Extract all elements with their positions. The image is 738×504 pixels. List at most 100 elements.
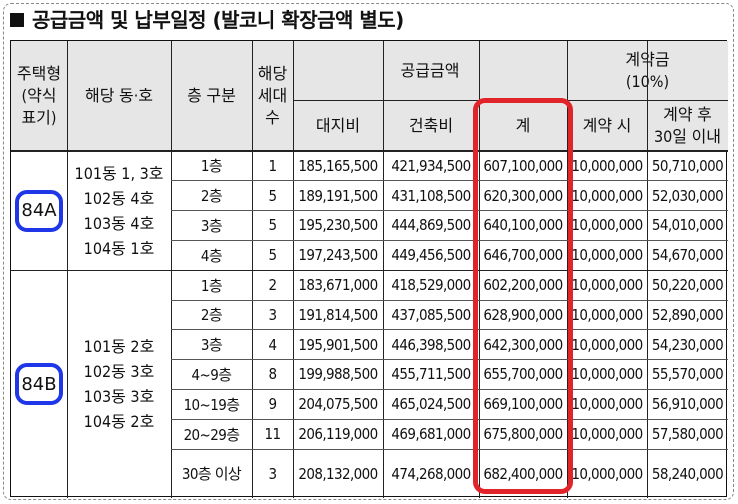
after-30-days-cell: 58,240,000	[651, 464, 724, 483]
contract-payment-cell: 10,000,000	[571, 276, 643, 295]
floor-cell: 2층	[200, 187, 223, 206]
row-divider	[171, 329, 728, 331]
land-cost-cell: 197,243,500	[298, 246, 378, 265]
column-divider	[170, 41, 172, 498]
building-cost-cell: 446,398,500	[391, 335, 471, 354]
building-cost-cell: 437,085,500	[391, 305, 471, 324]
header-households: 해당 세대수	[252, 41, 293, 151]
title-text: 공급금액 및 납부일정 (발코니 확장금액 별도)	[32, 8, 404, 32]
land-cost-cell: 195,901,500	[298, 335, 378, 354]
column-divider	[292, 41, 294, 498]
header-bottom-rule	[11, 150, 728, 152]
contract-payment-cell: 10,000,000	[571, 156, 643, 175]
households-cell: 1	[268, 156, 278, 175]
contract-payment-cell: 10,000,000	[571, 216, 643, 235]
contract-payment-cell: 10,000,000	[571, 365, 643, 384]
households-cell: 2	[268, 276, 278, 295]
total-cell: 669,100,000	[483, 395, 563, 414]
unit-numbers-cell: 101동 2호 102동 3호 103동 3호 104동 2호	[83, 337, 155, 432]
contract-payment-cell: 10,000,000	[571, 246, 643, 265]
land-cost-cell: 195,230,500	[298, 216, 378, 235]
unit-numbers-cell: 101동 1, 3호 102동 4호 103동 4호 104동 1호	[74, 163, 164, 258]
total-cell: 602,200,000	[483, 276, 563, 295]
group-divider	[11, 269, 728, 272]
after-30-days-cell: 57,580,000	[651, 425, 724, 444]
building-cost-cell: 431,108,500	[391, 186, 471, 205]
contract-payment-cell: 10,000,000	[571, 395, 643, 414]
land-cost-cell: 208,132,000	[298, 464, 378, 483]
building-cost-cell: 418,529,000	[391, 276, 471, 295]
households-cell: 5	[268, 246, 278, 265]
floor-cell: 30층 이상	[181, 465, 242, 483]
column-divider	[66, 41, 68, 498]
floor-cell: 20~29층	[183, 425, 240, 444]
land-cost-cell: 199,988,500	[298, 365, 378, 384]
households-cell: 9	[268, 395, 278, 414]
column-divider	[478, 41, 480, 498]
after-30-days-cell: 50,220,000	[651, 276, 724, 295]
contract-payment-cell: 10,000,000	[571, 186, 643, 205]
row-divider	[171, 448, 728, 450]
total-cell: 646,700,000	[483, 246, 563, 265]
row-divider	[171, 210, 728, 212]
floor-cell: 10~19층	[183, 395, 240, 414]
land-cost-cell: 191,814,500	[298, 305, 378, 324]
total-cell: 655,700,000	[483, 365, 563, 384]
floor-cell: 2층	[200, 306, 223, 325]
after-30-days-cell: 56,910,000	[651, 395, 724, 414]
after-30-days-cell: 54,670,000	[651, 246, 724, 265]
column-divider	[646, 41, 648, 498]
contract-payment-cell: 10,000,000	[571, 425, 643, 444]
after-30-days-cell: 52,030,000	[651, 186, 724, 205]
floor-cell: 4층	[200, 246, 223, 265]
header-at-contract: 계약 시	[567, 100, 647, 151]
header-after-30-days: 계약 후 30일 이내	[647, 100, 728, 151]
building-cost-cell: 474,268,000	[391, 464, 471, 483]
total-cell: 675,800,000	[483, 425, 563, 444]
row-divider	[171, 239, 728, 241]
floor-cell: 3층	[200, 216, 223, 235]
floor-cell: 3층	[200, 336, 223, 355]
households-cell: 3	[268, 305, 278, 324]
building-cost-cell: 421,934,500	[391, 156, 471, 175]
after-30-days-cell: 54,230,000	[651, 335, 724, 354]
households-cell: 11	[264, 425, 282, 444]
building-cost-cell: 444,869,500	[391, 216, 471, 235]
land-cost-cell: 204,075,500	[298, 395, 378, 414]
total-cell: 628,900,000	[483, 305, 563, 324]
land-cost-cell: 206,119,000	[298, 425, 378, 444]
after-30-days-cell: 54,010,000	[651, 216, 724, 235]
households-cell: 4	[268, 335, 278, 354]
header-deposit: 계약금 (10%)	[567, 41, 728, 100]
unit-type-badge: 84B	[15, 363, 63, 406]
total-cell: 640,100,000	[483, 216, 563, 235]
column-divider	[251, 41, 253, 498]
contract-payment-cell: 10,000,000	[571, 305, 643, 324]
row-divider	[171, 418, 728, 420]
table-title: 공급금액 및 납부일정 (발코니 확장금액 별도)	[10, 4, 404, 33]
row-divider	[171, 180, 728, 182]
header-unit-type: 주택형 (약식 표기)	[11, 41, 67, 151]
households-cell: 8	[268, 365, 278, 384]
building-cost-cell: 455,711,500	[391, 365, 471, 384]
floor-cell: 4~9층	[191, 365, 232, 384]
contract-payment-cell: 10,000,000	[571, 464, 643, 483]
row-divider	[171, 359, 728, 361]
building-cost-cell: 449,456,500	[391, 246, 471, 265]
row-divider	[171, 299, 728, 301]
households-cell: 3	[268, 464, 278, 483]
building-cost-cell: 465,024,500	[391, 395, 471, 414]
total-cell: 607,100,000	[483, 156, 563, 175]
households-cell: 5	[268, 186, 278, 205]
column-divider	[382, 41, 384, 498]
land-cost-cell: 183,671,000	[298, 276, 378, 295]
floor-cell: 1층	[200, 157, 223, 176]
land-cost-cell: 189,191,500	[298, 186, 378, 205]
households-cell: 5	[268, 216, 278, 235]
after-30-days-cell: 50,710,000	[651, 156, 724, 175]
header-floor: 층 구분	[171, 41, 252, 151]
row-divider	[171, 388, 728, 390]
square-bullet-icon	[10, 12, 24, 27]
total-cell: 682,400,000	[483, 464, 563, 483]
building-cost-cell: 469,681,000	[391, 425, 471, 444]
